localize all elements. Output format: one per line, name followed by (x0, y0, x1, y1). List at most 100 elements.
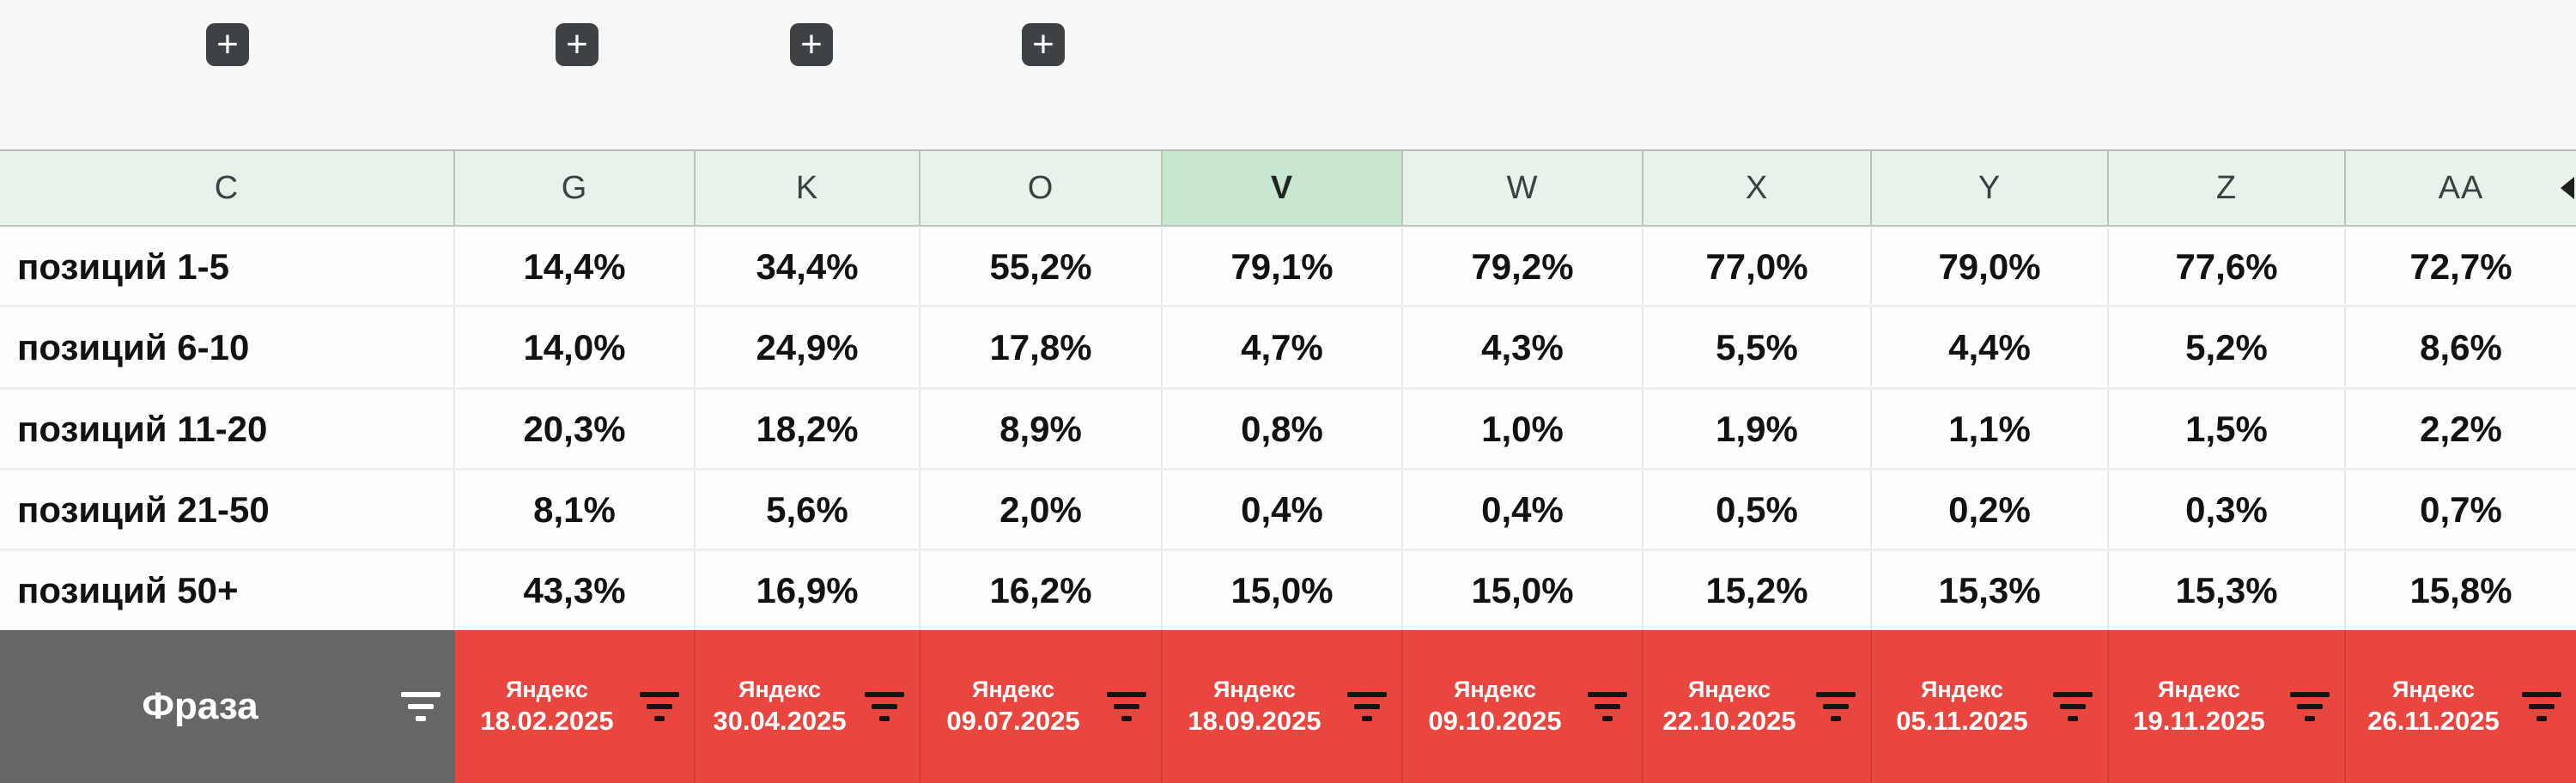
filter-icon[interactable] (2289, 692, 2330, 721)
percent-cell[interactable]: 77,6% (2109, 228, 2346, 305)
filter-icon[interactable] (1587, 692, 1628, 721)
percent-cell[interactable]: 0,5% (1643, 470, 1872, 549)
percent-cell[interactable]: 77,0% (1643, 228, 1872, 305)
percent-cell[interactable]: 8,6% (2346, 307, 2576, 387)
column-header-O[interactable]: O (920, 151, 1163, 225)
percent-cell[interactable]: 1,9% (1643, 390, 1872, 468)
percent-cell[interactable]: 0,4% (1163, 470, 1403, 549)
row-label-cell[interactable]: позиций 1-5 (0, 228, 455, 305)
collapsed-group-arrow-icon[interactable] (2561, 177, 2574, 199)
percent-cell[interactable]: 2,0% (920, 470, 1163, 549)
expand-column-group-button-2[interactable]: + (556, 23, 598, 66)
percent-cell[interactable]: 1,0% (1403, 390, 1643, 468)
date-header-cell[interactable]: Яндекс 18.02.2025 (455, 630, 696, 783)
percent-cell[interactable]: 0,8% (1163, 390, 1403, 468)
filter-icon[interactable] (639, 692, 680, 721)
date-header-cell[interactable]: Яндекс 30.04.2025 (696, 630, 920, 783)
filter-icon[interactable] (400, 692, 441, 721)
percent-cell[interactable]: 4,4% (1872, 307, 2109, 387)
filter-icon[interactable] (1346, 692, 1388, 721)
percent-cell[interactable]: 8,1% (455, 470, 696, 549)
percent-cell[interactable]: 2,2% (2346, 390, 2576, 468)
percent-cell[interactable]: 5,5% (1643, 307, 1872, 387)
percent-cell[interactable]: 5,2% (2109, 307, 2346, 387)
percent-cell[interactable]: 15,3% (1872, 551, 2109, 629)
source-label: Яндекс (1920, 676, 2004, 702)
percent-cell[interactable]: 15,8% (2346, 551, 2576, 629)
column-header-G[interactable]: G (455, 151, 696, 225)
percent-cell[interactable]: 34,4% (696, 228, 920, 305)
percent-cell[interactable]: 15,3% (2109, 551, 2346, 629)
percent-cell[interactable]: 14,4% (455, 228, 696, 305)
row-label-cell[interactable]: позиций 50+ (0, 551, 455, 629)
percent-cell[interactable]: 79,0% (1872, 228, 2109, 305)
percent-cell[interactable]: 1,1% (1872, 390, 2109, 468)
column-header-C[interactable]: C (0, 151, 455, 225)
filter-icon[interactable] (2521, 692, 2562, 721)
percent-cell[interactable]: 1,5% (2109, 390, 2346, 468)
date-header-cell[interactable]: Яндекс 18.09.2025 (1163, 630, 1403, 783)
percent-cell[interactable]: 16,9% (696, 551, 920, 629)
column-letter: W (1506, 169, 1539, 206)
percent-cell[interactable]: 18,2% (696, 390, 920, 468)
column-letter: C (214, 169, 240, 206)
percent-cell[interactable]: 4,3% (1403, 307, 1643, 387)
expand-column-group-button-3[interactable]: + (790, 23, 833, 66)
percent-cell[interactable]: 0,2% (1872, 470, 2109, 549)
column-header-W[interactable]: W (1403, 151, 1643, 225)
percent-cell[interactable]: 79,2% (1403, 228, 1643, 305)
percent-cell[interactable]: 72,7% (2346, 228, 2576, 305)
table-row-positions-6-10: позиций 6-10 14,0% 24,9% 17,8% 4,7% 4,3%… (0, 307, 2576, 390)
percent-cell[interactable]: 4,7% (1163, 307, 1403, 387)
date-header-cell[interactable]: Яндекс 22.10.2025 (1643, 630, 1872, 783)
row-label-cell[interactable]: позиций 21-50 (0, 470, 455, 549)
percent-cell[interactable]: 15,2% (1643, 551, 1872, 629)
row-label-cell[interactable]: позиций 6-10 (0, 307, 455, 387)
percent-cell[interactable]: 0,7% (2346, 470, 2576, 549)
percent-cell[interactable]: 15,0% (1163, 551, 1403, 629)
column-letter: O (1027, 169, 1054, 206)
percent-cell[interactable]: 0,4% (1403, 470, 1643, 549)
percent-cell[interactable]: 17,8% (920, 307, 1163, 387)
row-label: позиций 21-50 (17, 489, 270, 530)
filter-header-row: Фраза Яндекс 18.02.2025 Яндекс 30.04.2025 … (0, 630, 2576, 783)
percent-cell[interactable]: 15,0% (1403, 551, 1643, 629)
date-header-cell[interactable]: Яндекс 19.11.2025 (2109, 630, 2346, 783)
percent-cell[interactable]: 20,3% (455, 390, 696, 468)
date-header-cell[interactable]: Яндекс 05.11.2025 (1872, 630, 2109, 783)
source-label: Яндекс (1687, 676, 1771, 702)
percent-cell[interactable]: 24,9% (696, 307, 920, 387)
date-label: 18.09.2025 (1188, 705, 1321, 736)
percent-cell[interactable]: 55,2% (920, 228, 1163, 305)
expand-column-group-button-4[interactable]: + (1022, 23, 1065, 66)
filter-icon[interactable] (1815, 692, 1856, 721)
column-letter: X (1745, 169, 1769, 206)
percent-cell[interactable]: 79,1% (1163, 228, 1403, 305)
column-header-V-selected[interactable]: V (1163, 151, 1403, 225)
column-header-X[interactable]: X (1643, 151, 1872, 225)
source-label: Яндекс (505, 676, 589, 702)
date-label: 09.10.2025 (1428, 705, 1562, 736)
row-label-cell[interactable]: позиций 11-20 (0, 390, 455, 468)
percent-cell[interactable]: 14,0% (455, 307, 696, 387)
date-header-cell[interactable]: Яндекс 26.11.2025 (2346, 630, 2576, 783)
column-header-AA[interactable]: AA (2346, 151, 2576, 225)
expand-column-group-button-1[interactable]: + (206, 23, 249, 66)
column-header-K[interactable]: K (696, 151, 920, 225)
column-header-Y[interactable]: Y (1872, 151, 2109, 225)
percent-cell[interactable]: 43,3% (455, 551, 696, 629)
phrase-header-cell[interactable]: Фраза (0, 630, 455, 783)
column-group-margin: + + + + (0, 0, 2576, 149)
filter-icon[interactable] (864, 692, 905, 721)
percent-cell[interactable]: 5,6% (696, 470, 920, 549)
filter-icon[interactable] (2052, 692, 2093, 721)
percent-cell[interactable]: 16,2% (920, 551, 1163, 629)
percent-cell[interactable]: 8,9% (920, 390, 1163, 468)
column-header-Z[interactable]: Z (2109, 151, 2346, 225)
percent-cell[interactable]: 0,3% (2109, 470, 2346, 549)
source-label: Яндекс (2157, 676, 2241, 702)
column-letter: V (1270, 169, 1294, 206)
date-header-cell[interactable]: Яндекс 09.07.2025 (920, 630, 1163, 783)
date-header-cell[interactable]: Яндекс 09.10.2025 (1403, 630, 1643, 783)
filter-icon[interactable] (1106, 692, 1147, 721)
